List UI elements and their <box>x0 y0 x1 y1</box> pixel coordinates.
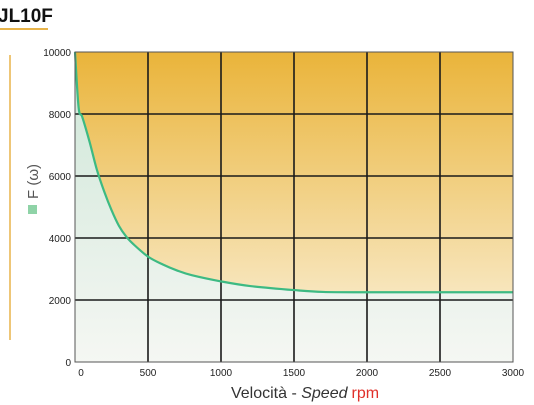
x-tick-label: 0 <box>78 368 84 379</box>
y-axis-label: F (ω) <box>25 164 42 199</box>
y-tick-label: 10000 <box>43 48 71 59</box>
plot-frame <box>74 51 514 363</box>
y-tick-labels: 0 2000 4000 6000 8000 10000 <box>43 48 71 369</box>
x-axis-label-italic: Speed <box>301 385 348 402</box>
x-axis-label: Velocità - Speed rpm <box>231 385 379 402</box>
force-curve <box>73 51 513 294</box>
y-tick-label: 4000 <box>49 234 72 245</box>
x-axis-label-main: Velocità - <box>231 385 301 402</box>
y-tick-label: 0 <box>65 358 71 369</box>
x-tick-labels: 0 500 1000 1500 2000 2500 3000 <box>78 368 524 379</box>
under-curve-area <box>75 52 513 362</box>
x-tick-label: 3000 <box>502 368 525 379</box>
legend-square <box>28 205 37 214</box>
x-tick-label: 1500 <box>283 368 306 379</box>
x-tick-label: 2500 <box>429 368 452 379</box>
y-axis-label-group: F (ω) <box>25 164 42 214</box>
x-tick-label: 500 <box>140 368 157 379</box>
grid-lines <box>75 52 513 362</box>
x-tick-label: 2000 <box>356 368 379 379</box>
x-axis-unit: rpm <box>351 385 379 402</box>
y-tick-label: 6000 <box>49 172 72 183</box>
y-tick-label: 2000 <box>49 296 72 307</box>
x-tick-label: 1000 <box>210 368 233 379</box>
model-title: JL10F <box>0 6 53 27</box>
y-tick-label: 8000 <box>49 110 72 121</box>
